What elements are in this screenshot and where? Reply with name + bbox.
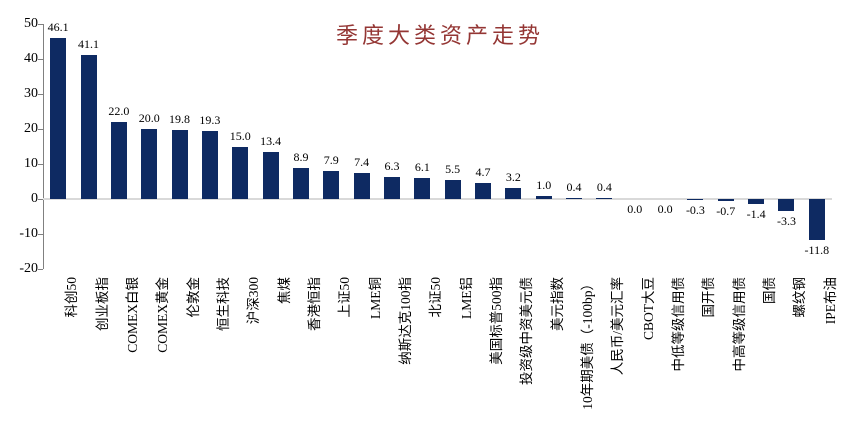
bar-value-label: 8.9 <box>293 149 309 164</box>
x-axis-label-text: 美元指数 <box>549 277 565 331</box>
x-axis-label-text: 人民币/美元汇率 <box>610 277 626 376</box>
bar <box>717 199 734 202</box>
x-axis-label-text: 伦敦金 <box>185 277 201 318</box>
bar <box>475 182 492 199</box>
x-axis-label-text: COMEX黄金 <box>155 277 171 353</box>
y-axis-line <box>43 24 44 269</box>
x-axis-label-text: CBOT大豆 <box>640 277 656 341</box>
bar <box>748 199 765 204</box>
bar-value-label: 6.3 <box>384 158 400 173</box>
bar <box>535 195 552 199</box>
bar-value-label: 0.4 <box>566 179 582 194</box>
y-tick-mark <box>38 59 43 60</box>
x-axis-label-text: 焦煤 <box>276 277 292 304</box>
bar <box>505 187 522 199</box>
bar-value-label: -1.4 <box>746 206 766 221</box>
x-axis-label-text: 北证50 <box>428 277 444 318</box>
bar <box>110 122 127 199</box>
x-axis-label-text: 恒生科技 <box>215 277 231 331</box>
bar-value-label: 0.0 <box>657 202 673 216</box>
y-tick-label: 0 <box>31 191 38 206</box>
x-axis-label-text: 香港恒指 <box>306 277 322 331</box>
x-axis-label-text: LME铝 <box>458 277 474 319</box>
y-tick-mark <box>38 269 43 270</box>
bar <box>292 167 309 199</box>
bar <box>383 176 400 199</box>
y-tick-label: 20 <box>24 121 38 136</box>
y-tick-label: 50 <box>24 16 38 31</box>
bar <box>353 173 370 199</box>
y-tick-label: -20 <box>19 261 38 276</box>
bar <box>80 55 97 199</box>
bar <box>444 179 461 199</box>
bar-value-label: -0.3 <box>685 203 705 218</box>
y-tick-mark <box>38 129 43 130</box>
bar <box>171 129 188 199</box>
y-tick-mark <box>38 24 43 25</box>
x-axis-label-text: 10年期美债（-100bp） <box>580 277 596 410</box>
bar-value-label: 3.2 <box>505 169 521 184</box>
y-tick-mark <box>38 199 43 200</box>
bar <box>778 199 795 211</box>
x-axis-label-text: 国债 <box>762 277 778 304</box>
x-axis-label-text: 投资级中资美元债 <box>519 277 535 385</box>
bar-value-label: 0.4 <box>596 179 612 194</box>
bar-value-label: -3.3 <box>776 213 796 228</box>
bar-value-label: 20.0 <box>138 111 160 125</box>
bar-value-label: 7.9 <box>323 153 339 168</box>
x-axis-label-text: 科创50 <box>64 277 80 318</box>
chart-title: 季度大类资产走势 <box>335 23 544 48</box>
x-axis-label-text: 螺纹钢 <box>792 277 808 318</box>
x-axis-label-text: LME铜 <box>367 277 383 319</box>
bar <box>232 146 249 199</box>
bar-value-label: 4.7 <box>475 164 491 179</box>
x-axis-label-text: IPE布油 <box>822 277 838 325</box>
bar <box>141 129 158 199</box>
zero-gridline <box>43 198 832 200</box>
bar-value-label: -11.8 <box>804 243 830 258</box>
bar-value-label: -0.7 <box>716 204 736 219</box>
bar <box>201 131 218 199</box>
bar <box>596 197 613 199</box>
x-axis-label-text: 上证50 <box>337 277 353 318</box>
y-tick-mark <box>38 94 43 95</box>
bar <box>687 199 704 201</box>
bar-value-label: 0.0 <box>627 202 643 216</box>
y-tick-label: -10 <box>19 226 38 241</box>
bar <box>808 199 825 241</box>
bar-value-label: 6.1 <box>414 159 430 174</box>
bar-value-label: 46.1 <box>47 19 69 34</box>
bar-value-label: 19.8 <box>169 111 191 126</box>
x-axis-label-text: COMEX白银 <box>124 277 140 353</box>
x-axis-label-text: 中高等级信用债 <box>731 277 747 372</box>
y-tick-mark <box>38 234 43 235</box>
x-axis-label-text: 国开债 <box>701 277 717 318</box>
y-tick-label: 30 <box>24 86 38 101</box>
bar <box>323 171 340 199</box>
y-tick-label: 10 <box>24 156 38 171</box>
bar <box>262 152 279 199</box>
bar-value-label: 19.3 <box>199 113 221 128</box>
bar-value-label: 15.0 <box>229 128 251 143</box>
bar-value-label: 1.0 <box>536 177 552 192</box>
bar-value-label: 5.5 <box>445 161 461 176</box>
bar <box>566 197 583 199</box>
x-axis-label-text: 创业板指 <box>94 277 110 331</box>
y-tick-mark <box>38 164 43 165</box>
bar-value-label: 7.4 <box>354 155 370 170</box>
x-axis-label-text: 纳斯达克100指 <box>397 277 413 365</box>
y-tick-label: 40 <box>24 51 38 66</box>
bar-value-label: 13.4 <box>260 134 282 149</box>
bar-value-label: 22.0 <box>108 104 130 118</box>
x-axis-label-text: 中低等级信用债 <box>671 277 687 372</box>
bar <box>50 37 67 199</box>
bar-value-label: 41.1 <box>78 37 100 52</box>
x-axis-label-text: 沪深300 <box>246 277 262 325</box>
bar <box>414 177 431 199</box>
x-axis-label-text: 美国标普500指 <box>489 277 505 365</box>
